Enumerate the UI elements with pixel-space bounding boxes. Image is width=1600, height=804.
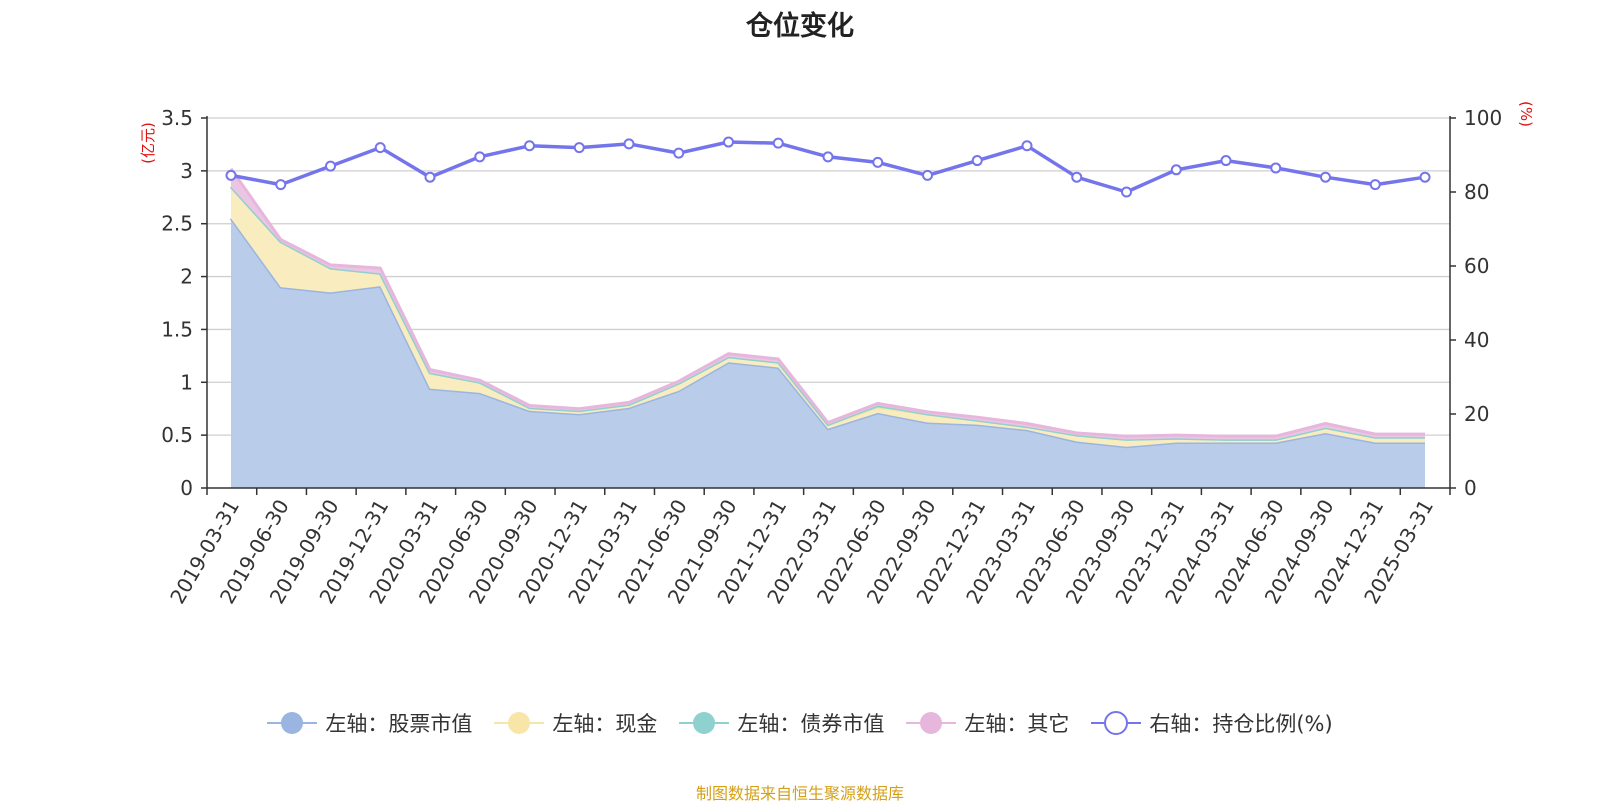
right-tick-label: 80	[1464, 180, 1489, 204]
left-tick-label: 0	[180, 476, 193, 500]
left-tick-label: 3	[180, 159, 193, 183]
legend-label: 左轴：债券市值	[737, 712, 885, 736]
legend-label: 左轴：现金	[552, 712, 658, 736]
right-tick-label: 100	[1464, 106, 1502, 130]
chart-title: 仓位变化	[746, 11, 854, 42]
right-tick-label: 40	[1464, 328, 1489, 352]
ratio-point	[1220, 155, 1232, 167]
legend-label: 右轴：持仓比例(%)	[1149, 712, 1333, 736]
ratio-point	[623, 138, 635, 150]
ratio-point	[1320, 171, 1331, 183]
ratio-point	[971, 155, 983, 167]
right-tick-label: 60	[1464, 254, 1489, 278]
legend-marker-cash-icon	[494, 712, 545, 734]
legend-marker-ratio-icon	[1091, 711, 1142, 735]
ratio-point	[772, 137, 784, 149]
ratio-point	[1369, 179, 1381, 191]
left-axis-unit: (亿元)	[139, 122, 157, 164]
ratio-point	[1121, 186, 1132, 198]
legend-label: 左轴：股票市值	[325, 712, 473, 736]
legend-item-cash[interactable]: 左轴：现金	[494, 708, 657, 738]
ratio-point	[1021, 140, 1033, 152]
left-tick-label: 2.5	[161, 212, 193, 236]
right-tick-label: 0	[1464, 476, 1477, 500]
ratio-point	[524, 140, 535, 152]
legend-item-bond[interactable]: 左轴：债券市值	[679, 708, 884, 738]
source-note: 制图数据来自恒生聚源数据库	[695, 784, 904, 803]
ratio-point	[1071, 171, 1083, 183]
legend-label: 左轴：其它	[964, 712, 1070, 736]
ratio-point	[325, 160, 336, 172]
ratio-point	[1170, 164, 1182, 176]
legend-item-position-ratio[interactable]: 右轴：持仓比例(%)	[1091, 708, 1333, 738]
chart-legend: 左轴：股票市值 左轴：现金 左轴：债券市值 左轴：其它 右轴：持仓比例(%)	[0, 708, 1600, 738]
ratio-point	[573, 142, 585, 154]
ratio-point	[424, 171, 436, 183]
legend-marker-bond-icon	[679, 712, 730, 734]
ratio-point	[922, 169, 933, 181]
left-tick-label: 2	[180, 265, 193, 289]
left-tick-label: 1	[180, 370, 193, 394]
ratio-point	[275, 179, 287, 191]
ratio-point	[225, 169, 237, 181]
legend-item-other[interactable]: 左轴：其它	[906, 708, 1069, 738]
left-tick-label: 3.5	[161, 106, 193, 130]
area-line-3	[229, 167, 1425, 438]
legend-marker-other-icon	[906, 712, 957, 734]
legend-marker-stock-icon	[267, 712, 318, 734]
right-axis-unit: (%)	[1517, 101, 1535, 127]
ratio-point	[374, 142, 386, 154]
chart-canvas: 00.511.522.533.5020406080100(亿元)(%)2019-…	[139, 101, 1535, 608]
area-0	[231, 218, 1425, 488]
ratio-line	[230, 140, 1426, 194]
ratio-point	[723, 136, 734, 148]
legend-item-stock[interactable]: 左轴：股票市值	[267, 708, 472, 738]
left-tick-label: 0.5	[161, 423, 193, 447]
ratio-point	[1419, 171, 1431, 183]
right-tick-label: 20	[1464, 402, 1489, 426]
ratio-point	[673, 147, 685, 159]
ratio-point	[1270, 162, 1282, 174]
ratio-point	[822, 151, 834, 163]
ratio-point	[474, 151, 486, 163]
ratio-point	[872, 156, 884, 168]
left-tick-label: 1.5	[161, 317, 193, 341]
